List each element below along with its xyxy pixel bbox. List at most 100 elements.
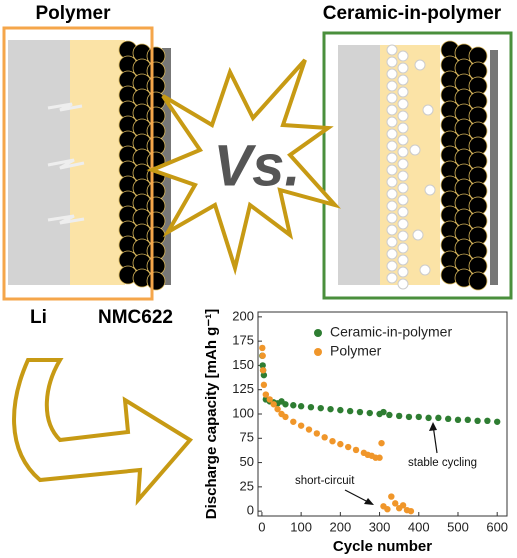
- ceramic-particle: [397, 86, 409, 98]
- legend-marker: [314, 348, 322, 356]
- nmc-label: NMC622: [98, 307, 173, 328]
- data-point: [444, 415, 452, 423]
- y-tick-label: 50: [240, 454, 254, 469]
- data-point: [356, 408, 364, 416]
- ceramic-particle: [397, 158, 409, 170]
- data-point: [282, 413, 289, 421]
- ceramic-particle: [414, 59, 426, 71]
- ceramic-particle: [386, 116, 398, 128]
- ceramic-particle: [397, 242, 409, 254]
- x-tick-label: 100: [290, 519, 312, 534]
- ceramic-particle: [397, 194, 409, 206]
- x-tick-label: 500: [447, 519, 469, 534]
- legend-label: Polymer: [330, 343, 382, 359]
- ceramic-particle: [386, 164, 398, 176]
- ceramic-particle: [386, 104, 398, 116]
- y-tick-label: 175: [232, 333, 254, 348]
- data-point: [329, 438, 336, 445]
- data-point: [474, 417, 481, 424]
- data-point: [260, 381, 268, 389]
- right-title: Ceramic-in-polymer: [323, 3, 502, 24]
- y-tick-label: 0: [247, 503, 254, 518]
- electrolyte-layer: [70, 40, 125, 285]
- ceramic-particle: [386, 140, 398, 152]
- li-layer: [338, 45, 380, 285]
- x-tick-label: 300: [369, 519, 391, 534]
- vs-burst: [146, 58, 342, 276]
- data-point: [321, 434, 328, 441]
- data-point: [305, 426, 313, 433]
- ceramic-particle: [386, 92, 398, 104]
- data-point: [270, 401, 277, 408]
- data-point: [259, 367, 267, 374]
- chart: 0 25 50 75 100 125 150 175 200 0 100 200 300 400 500 60…: [203, 308, 508, 555]
- ceramic-particle: [386, 236, 398, 248]
- ceramic-particle: [386, 56, 398, 68]
- ceramic-particle: [386, 272, 398, 284]
- data-point: [380, 408, 387, 416]
- data-point: [297, 403, 305, 410]
- data-point: [493, 418, 501, 425]
- panel-frame: [322, 31, 513, 300]
- data-point: [454, 416, 462, 424]
- ceramic-particle: [424, 184, 436, 196]
- y-axis-title: Discharge capacity [mAh g⁻¹]: [203, 309, 220, 519]
- ceramic-particle: [397, 278, 409, 290]
- data-point: [484, 417, 491, 424]
- ceramic-particle: [397, 122, 409, 134]
- ceramic-particle: [397, 182, 409, 194]
- data-point: [346, 407, 354, 415]
- ceramic-particle: [386, 200, 398, 212]
- annotation: short-circuit: [295, 475, 355, 487]
- ceramic-particle: [386, 260, 398, 272]
- ceramic-particle: [397, 230, 409, 242]
- cathode-particle: [146, 271, 166, 291]
- current-collector: [490, 50, 498, 285]
- data-point: [392, 500, 399, 507]
- data-point: [327, 405, 334, 413]
- data-point: [352, 446, 360, 454]
- data-point: [425, 414, 432, 422]
- data-point: [274, 405, 281, 413]
- data-point: [260, 371, 268, 379]
- cathode-particle: [468, 271, 488, 291]
- data-point: [344, 443, 352, 451]
- data-point: [388, 493, 395, 500]
- ceramic-particle: [397, 110, 409, 122]
- x-tick-label: 0: [258, 519, 265, 534]
- annotation-arrow: [344, 489, 371, 504]
- ceramic-particle: [397, 62, 409, 74]
- dendrite: [47, 102, 83, 112]
- ceramic-particle: [419, 264, 431, 276]
- ceramic-particle: [386, 212, 398, 224]
- li-label: Li: [30, 307, 47, 328]
- arrow-icon: [12, 358, 194, 506]
- data-point: [317, 404, 324, 412]
- left-title: Polymer: [36, 3, 112, 24]
- annotation: stable cycling: [408, 457, 477, 469]
- y-tick-label: 25: [240, 478, 254, 493]
- ceramic-particle: [397, 266, 409, 278]
- dendrite: [47, 158, 85, 170]
- y-tick-label: 200: [232, 308, 254, 323]
- ceramic-particle: [386, 248, 398, 260]
- panel-frame: [2, 26, 154, 301]
- ceramic-particle: [386, 128, 398, 140]
- data-point: [259, 352, 266, 359]
- data-point: [395, 412, 403, 420]
- legend-label: Ceramic-in-polymer: [330, 324, 452, 340]
- ceramic-particle: [397, 254, 409, 266]
- data-point: [259, 362, 266, 369]
- data-point: [435, 414, 442, 422]
- data-point: [337, 440, 344, 448]
- x-tick-label: 200: [329, 519, 351, 534]
- data-point: [415, 413, 422, 421]
- arrow-head: [429, 422, 437, 431]
- ceramic-particle: [397, 206, 409, 218]
- ceramic-particle: [386, 188, 398, 200]
- data-point: [405, 413, 413, 421]
- arrow-head: [364, 498, 374, 505]
- vs-label: Vs.: [213, 133, 300, 198]
- ceramic-particle: [397, 134, 409, 146]
